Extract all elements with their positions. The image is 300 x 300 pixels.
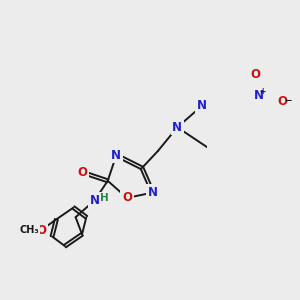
Text: O: O: [277, 95, 287, 108]
Text: O: O: [122, 191, 132, 204]
Text: +: +: [259, 87, 265, 96]
Text: O: O: [77, 166, 87, 179]
Text: N: N: [90, 194, 100, 207]
Text: N: N: [111, 148, 121, 162]
Text: −: −: [284, 96, 292, 105]
Text: H: H: [100, 193, 109, 203]
Text: N: N: [148, 186, 158, 199]
Text: N: N: [197, 99, 207, 112]
Text: N: N: [172, 121, 182, 134]
Text: O: O: [36, 224, 46, 236]
Text: N: N: [254, 89, 264, 102]
Text: O: O: [250, 68, 260, 81]
Text: CH₃: CH₃: [19, 225, 39, 235]
